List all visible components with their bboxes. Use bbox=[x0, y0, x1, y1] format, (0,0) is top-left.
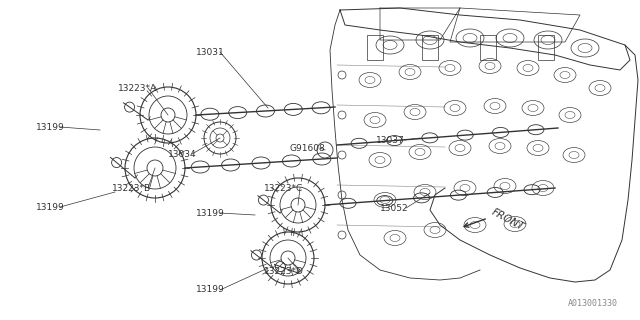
Text: FRONT: FRONT bbox=[490, 207, 526, 233]
Text: 13052: 13052 bbox=[380, 204, 408, 212]
Text: 13034: 13034 bbox=[168, 149, 196, 158]
Bar bbox=[480, 35, 496, 60]
Text: 13223*B: 13223*B bbox=[112, 183, 151, 193]
Text: 13199: 13199 bbox=[36, 203, 65, 212]
Text: 13037: 13037 bbox=[376, 135, 404, 145]
Text: G91608: G91608 bbox=[290, 143, 326, 153]
Bar bbox=[538, 35, 554, 60]
Text: 13031: 13031 bbox=[196, 47, 225, 57]
Text: 13199: 13199 bbox=[36, 123, 65, 132]
Text: 13223*D: 13223*D bbox=[264, 268, 304, 276]
Text: 13199: 13199 bbox=[196, 285, 225, 294]
Bar bbox=[422, 35, 438, 60]
Text: A013001330: A013001330 bbox=[568, 299, 618, 308]
Text: 13223*A: 13223*A bbox=[118, 84, 157, 92]
Text: 13223*C: 13223*C bbox=[264, 183, 303, 193]
Bar bbox=[367, 35, 383, 60]
Text: 13199: 13199 bbox=[196, 209, 225, 218]
